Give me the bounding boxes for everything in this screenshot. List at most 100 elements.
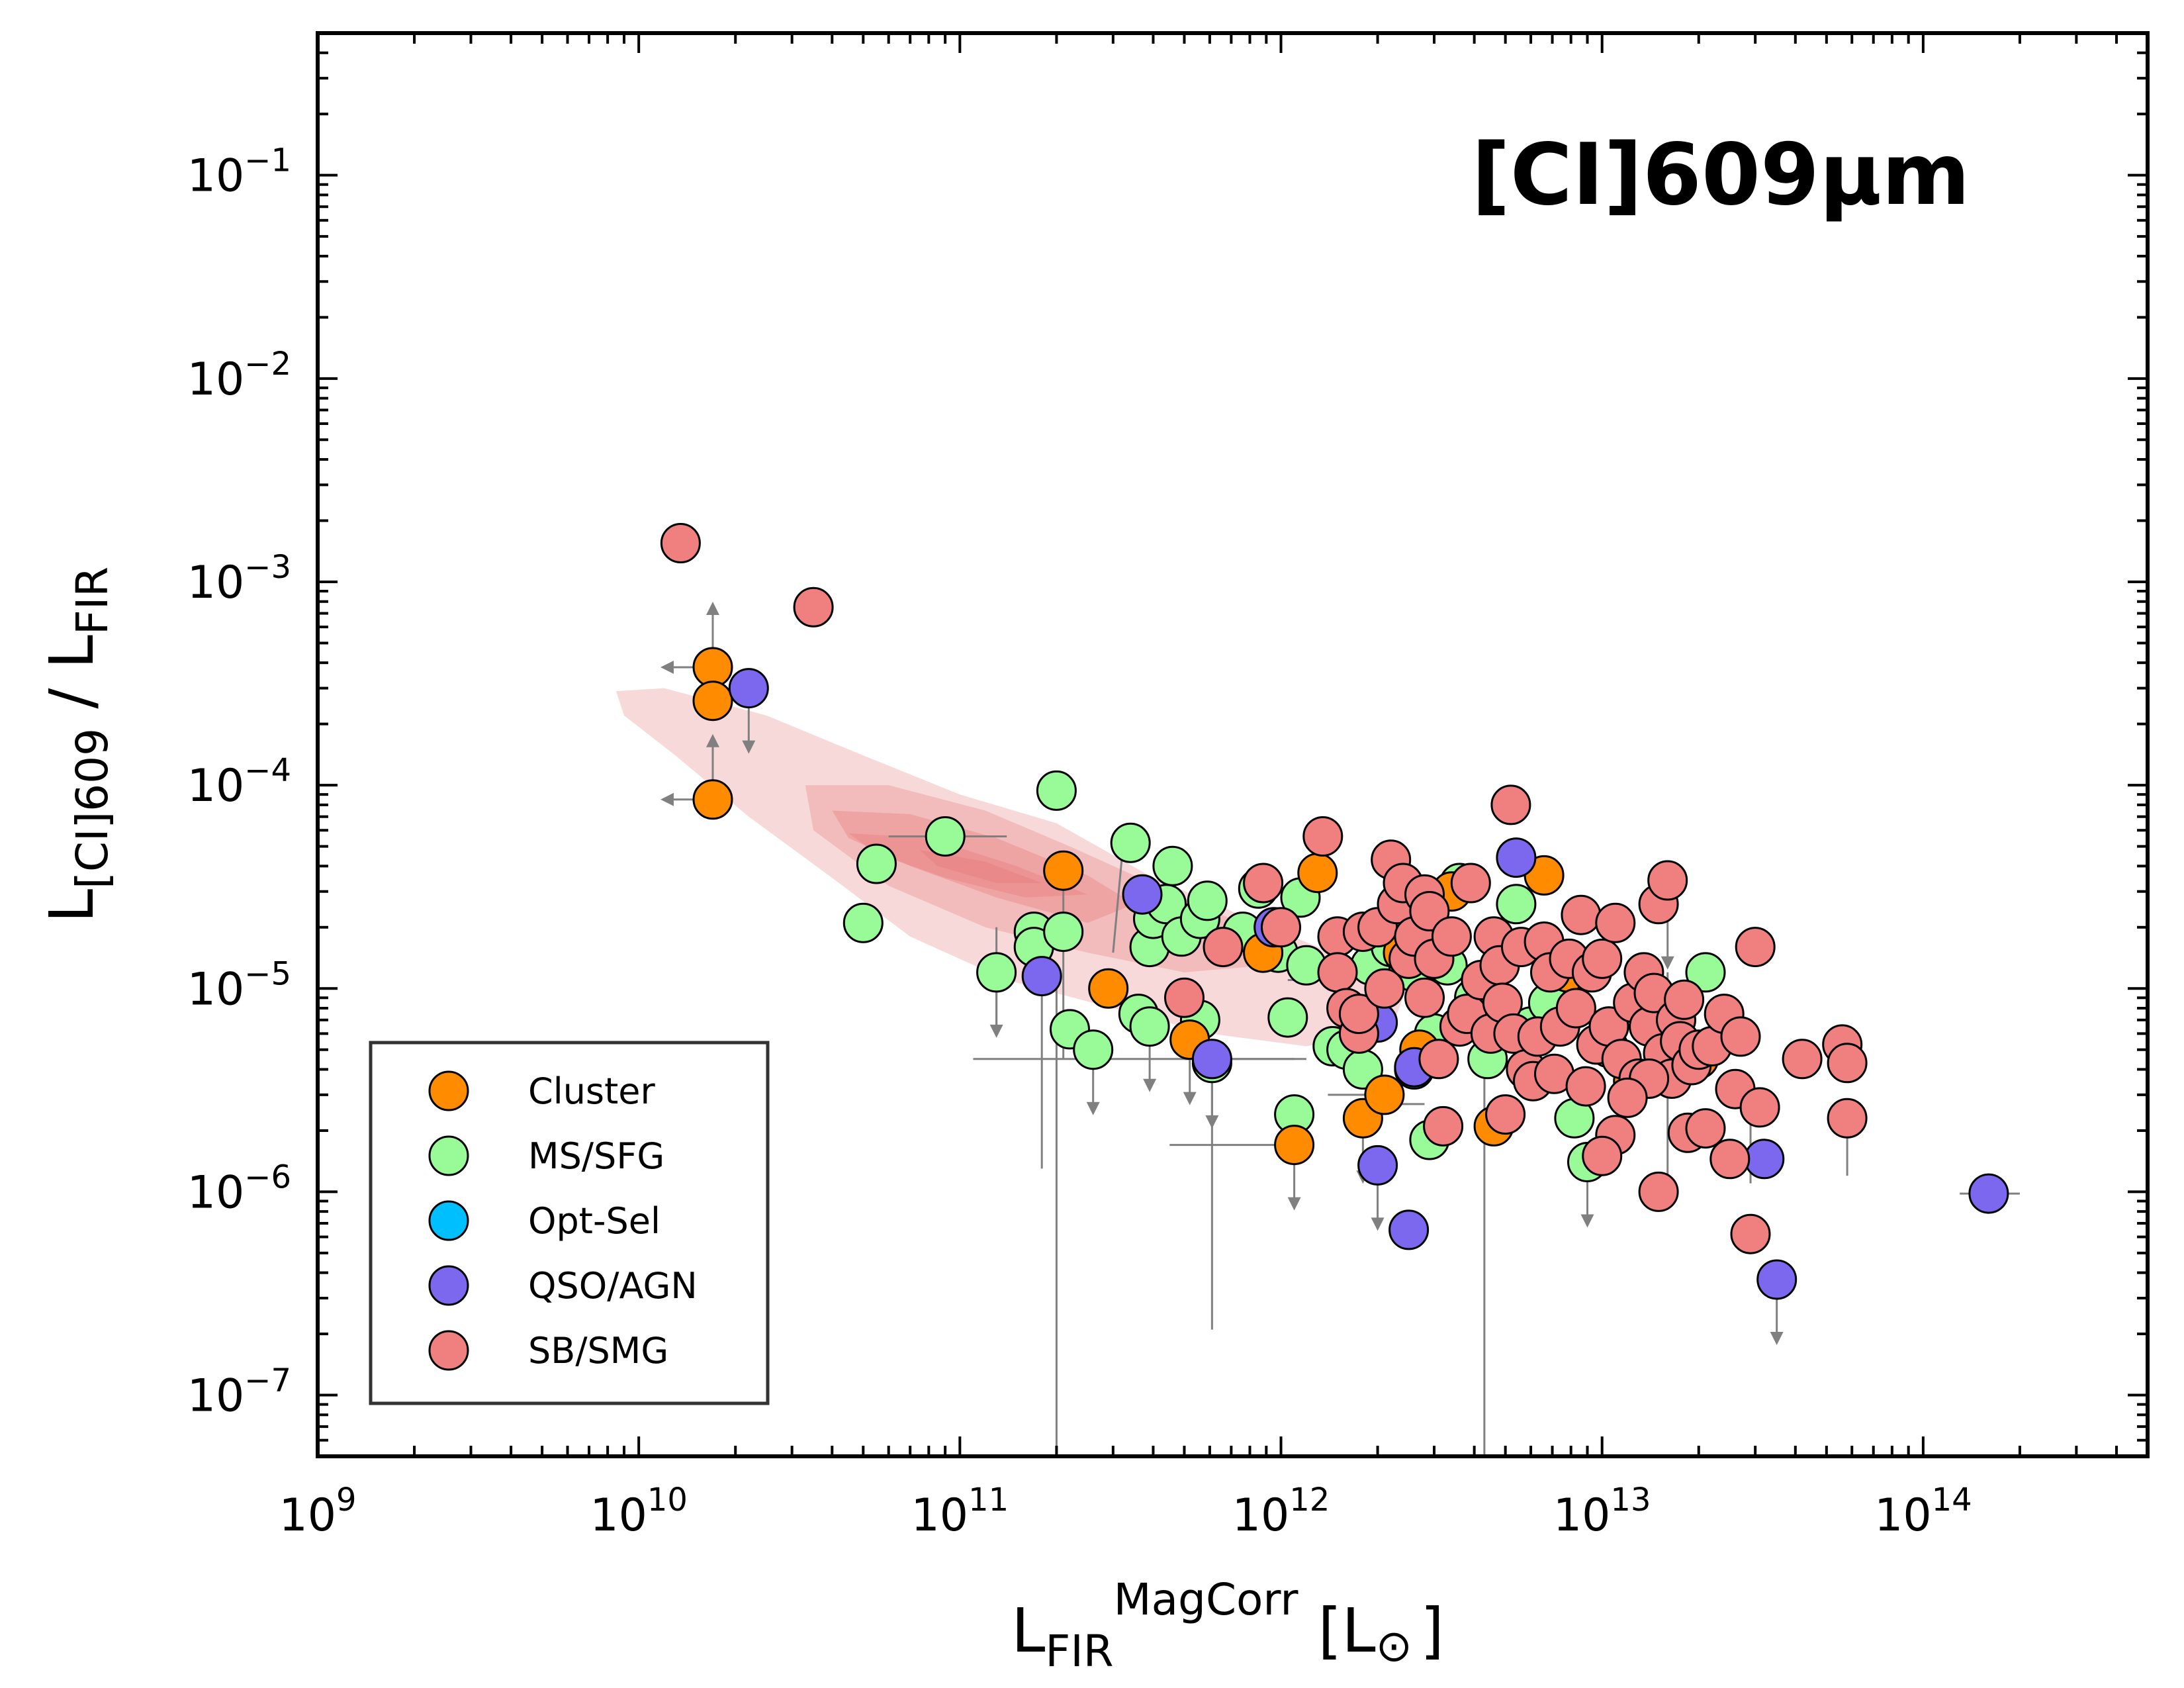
point-ms-sfg xyxy=(976,952,1017,993)
point-ms-sfg xyxy=(842,902,884,943)
point-cluster xyxy=(692,779,733,820)
point-cluster xyxy=(1297,853,1338,894)
point-sb-smg xyxy=(1739,1087,1780,1128)
limit-arrow-head xyxy=(1287,1197,1301,1211)
y-tick-label: 10−6 xyxy=(187,1158,291,1219)
point-sb-smg xyxy=(1450,863,1491,904)
plot-frame xyxy=(316,31,2150,1458)
y-tick-label: 10−4 xyxy=(187,752,291,812)
point-sb-smg xyxy=(1364,968,1405,1009)
error-bar xyxy=(1112,855,1123,953)
x-tick-label: 1011 xyxy=(911,1481,1009,1542)
point-sb-smg xyxy=(1261,907,1301,948)
legend-label-qso-agn: QSO/AGN xyxy=(528,1265,698,1307)
point-sb-smg xyxy=(1431,916,1472,957)
point-qso-agn xyxy=(1968,1173,2009,1214)
limit-arrow-head xyxy=(742,740,756,754)
point-qso-agn xyxy=(1021,956,1062,997)
point-sb-smg xyxy=(1243,863,1284,904)
limit-arrow-head xyxy=(1143,1078,1157,1092)
x-tick-label: 1012 xyxy=(1232,1481,1330,1542)
point-sb-smg xyxy=(1607,1077,1648,1118)
limit-arrow-head xyxy=(1371,1217,1385,1231)
legend-label-cluster: Cluster xyxy=(528,1070,655,1112)
y-tick-label: 10−5 xyxy=(187,955,291,1015)
point-ms-sfg xyxy=(925,816,966,857)
point-sb-smg xyxy=(1638,1171,1679,1212)
point-cluster xyxy=(1088,968,1129,1009)
point-ms-sfg xyxy=(1685,952,1726,993)
x-tick-labels: 109 1010 1011 1012 1013 1014 xyxy=(279,1481,1972,1542)
point-sb-smg xyxy=(1418,1039,1459,1080)
limit-arrow-head xyxy=(705,733,719,747)
point-sb-smg xyxy=(1203,927,1244,968)
point-sb-smg xyxy=(1685,1108,1726,1149)
limit-arrow-head xyxy=(660,792,674,806)
point-sb-smg xyxy=(1490,784,1531,825)
y-tick-label: 10−2 xyxy=(187,346,291,406)
legend-label-sb-smg: SB/SMG xyxy=(528,1330,668,1372)
point-sb-smg xyxy=(1582,938,1623,979)
y-tick-labels: 10−7 10−6 10−5 10−4 10−3 10−2 10−1 xyxy=(187,142,291,1423)
data-points xyxy=(660,523,2009,1300)
legend-marker-opt-sel xyxy=(428,1200,469,1241)
point-sb-smg xyxy=(1164,977,1205,1018)
x-tick-label: 1014 xyxy=(1874,1481,1972,1542)
point-ms-sfg xyxy=(856,843,897,884)
x-tick-label: 1013 xyxy=(1553,1481,1651,1542)
legend-label-opt-sel: Opt-Sel xyxy=(528,1200,660,1242)
point-ms-sfg xyxy=(1129,1006,1170,1047)
x-tick-label: 109 xyxy=(279,1481,356,1542)
limit-arrow-head xyxy=(1183,1092,1197,1105)
point-ms-sfg xyxy=(1496,884,1537,925)
point-sb-smg xyxy=(1404,977,1445,1018)
point-qso-agn xyxy=(1122,874,1163,915)
point-cluster xyxy=(1274,1125,1315,1166)
point-qso-agn xyxy=(1756,1259,1797,1300)
limit-arrow-head xyxy=(989,1024,1003,1038)
limit-arrow-head xyxy=(705,602,719,616)
point-ms-sfg xyxy=(1152,845,1193,886)
point-cluster xyxy=(1364,1074,1405,1115)
point-sb-smg xyxy=(1730,1213,1771,1254)
point-sb-smg xyxy=(1302,816,1343,857)
point-ms-sfg xyxy=(1073,1029,1114,1070)
point-sb-smg xyxy=(793,586,834,628)
point-sb-smg xyxy=(1782,1039,1823,1080)
point-sb-smg xyxy=(1555,988,1596,1029)
point-ms-sfg xyxy=(1110,822,1151,863)
point-sb-smg xyxy=(1338,994,1379,1035)
point-qso-agn xyxy=(728,668,769,709)
limit-arrow-head xyxy=(1086,1102,1100,1115)
limit-arrow-head xyxy=(1205,1115,1219,1129)
limit-arrow-head xyxy=(660,661,674,675)
axis-ticks xyxy=(316,32,2149,1458)
point-sb-smg xyxy=(660,523,701,563)
point-sb-smg xyxy=(1647,860,1688,901)
point-sb-smg xyxy=(1565,1066,1606,1107)
point-sb-smg xyxy=(1595,902,1636,943)
y-axis-label: L[CI]609 / LFIR xyxy=(36,567,118,923)
legend-marker-qso-agn xyxy=(428,1265,469,1306)
point-cluster xyxy=(1043,850,1084,891)
legend-label-ms-sfg: MS/SFG xyxy=(528,1135,664,1177)
legend-marker-ms-sfg xyxy=(428,1135,469,1176)
point-cluster xyxy=(692,680,733,722)
y-tick-label: 10−7 xyxy=(187,1362,291,1423)
legend-marker-sb-smg xyxy=(428,1330,469,1371)
point-sb-smg xyxy=(1423,1105,1464,1147)
density-contour-level-5 xyxy=(919,850,1042,883)
legend: Cluster MS/SFG Opt-Sel QSO/AGN SB/SMG xyxy=(369,1041,770,1405)
limit-arrow-head xyxy=(1661,956,1674,970)
point-ms-sfg xyxy=(1036,770,1077,811)
y-tick-label: 10−3 xyxy=(187,549,291,609)
point-ms-sfg xyxy=(1043,912,1084,953)
point-ms-sfg xyxy=(1187,880,1228,921)
point-sb-smg xyxy=(1317,952,1358,993)
point-sb-smg xyxy=(1664,979,1705,1020)
x-axis-label: LFIRMagCorr [L⊙] xyxy=(1011,1574,1444,1677)
point-sb-smg xyxy=(1709,1139,1751,1180)
legend-marker-cluster xyxy=(428,1070,469,1111)
